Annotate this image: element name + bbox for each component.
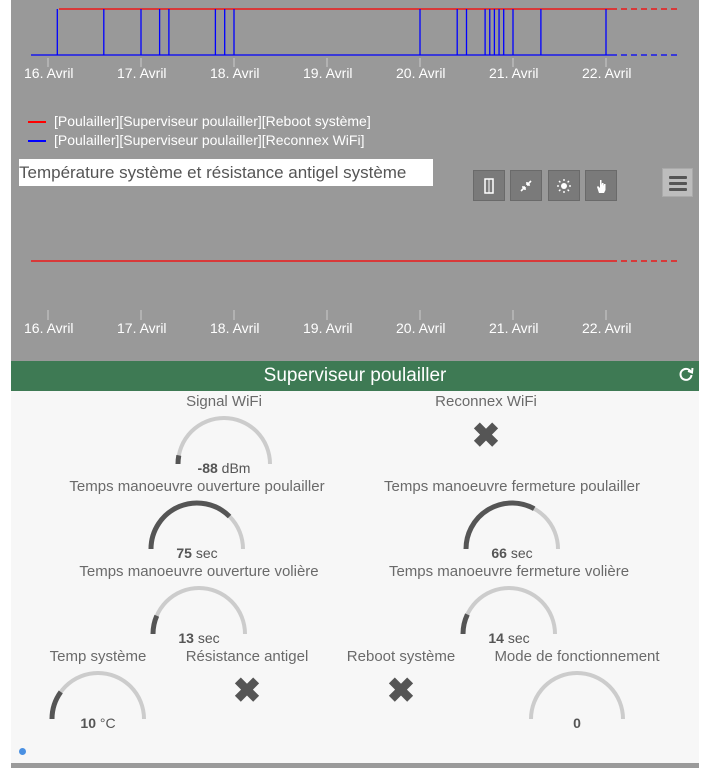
legend-swatch-blue bbox=[28, 140, 46, 143]
gauge-title-reboot-systeme: Reboot système bbox=[346, 648, 456, 665]
chart1-plot[interactable] bbox=[11, 0, 699, 110]
gauge-title-reconnex-wifi: Reconnex WiFi bbox=[435, 393, 537, 410]
gauge-temp-systeme bbox=[49, 671, 146, 720]
legend-swatch-red bbox=[28, 121, 46, 124]
compress-icon bbox=[520, 179, 532, 192]
gauge-title-ouverture-poulailler: Temps manoeuvre ouverture poulailler bbox=[69, 478, 325, 495]
gauge-title-ouverture-voliere: Temps manoeuvre ouverture volière bbox=[79, 563, 319, 580]
x-tick-label: 20. Avril bbox=[396, 320, 446, 336]
gauge-ouverture-voliere bbox=[150, 586, 247, 635]
gauge-track bbox=[50, 671, 146, 720]
x-tick-label: 20. Avril bbox=[396, 65, 446, 81]
column-icon bbox=[484, 177, 494, 194]
gauge-title-signal-wifi: Signal WiFi bbox=[186, 393, 262, 410]
gauge-fill bbox=[148, 500, 232, 550]
chart2-title: Température système et résistance antige… bbox=[19, 159, 433, 186]
legend-label-reconnex: [Poulailler][Superviseur poulailler][Rec… bbox=[54, 132, 365, 148]
gauge-track bbox=[151, 586, 247, 635]
x-tick-label: 19. Avril bbox=[303, 320, 353, 336]
gauge-fill bbox=[49, 690, 63, 720]
gauge-fill bbox=[150, 614, 160, 635]
gauge-value-mode-fonctionnement: 0 bbox=[573, 715, 581, 731]
gauge-fermeture-voliere bbox=[460, 586, 557, 635]
gauge-track bbox=[461, 586, 557, 635]
x-tick-label: 22. Avril bbox=[582, 65, 632, 81]
gauge-mode-fonctionnement bbox=[529, 671, 625, 720]
x-tick-label: 21. Avril bbox=[489, 320, 539, 336]
chart2-plot[interactable] bbox=[11, 240, 699, 330]
cross-icon: ✖ bbox=[386, 672, 416, 710]
x-tick-label: 17. Avril bbox=[117, 320, 167, 336]
sun-button[interactable] bbox=[548, 170, 580, 201]
sun-icon bbox=[557, 178, 571, 193]
gauge-track bbox=[464, 501, 560, 550]
hand-button[interactable] bbox=[585, 170, 617, 201]
gauge-fill bbox=[175, 454, 182, 465]
gauge-track bbox=[176, 416, 272, 465]
gauge-track bbox=[149, 501, 245, 550]
x-tick-label: 18. Avril bbox=[210, 320, 260, 336]
gauge-value-signal-wifi: -88 dBm bbox=[197, 460, 251, 476]
gauge-ouverture-poulailler bbox=[148, 500, 245, 550]
x-tick-label: 21. Avril bbox=[489, 65, 539, 81]
gauge-fill bbox=[463, 500, 536, 550]
gauge-title-fermeture-voliere: Temps manoeuvre fermeture volière bbox=[388, 563, 630, 580]
gauge-value-fermeture-voliere: 14 sec bbox=[488, 630, 530, 646]
widget-title: Superviseur poulailler bbox=[11, 361, 699, 391]
hand-icon bbox=[597, 179, 606, 193]
menu-icon bbox=[669, 176, 687, 179]
gauge-fermeture-poulailler bbox=[463, 500, 560, 550]
compress-button[interactable] bbox=[510, 170, 542, 201]
gauge-signal-wifi bbox=[175, 416, 272, 465]
x-tick-label: 22. Avril bbox=[582, 320, 632, 336]
widget-body bbox=[11, 391, 699, 763]
bottom-bar bbox=[11, 763, 699, 768]
gauge-title-fermeture-poulailler: Temps manoeuvre fermeture poulailler bbox=[384, 478, 640, 495]
cross-icon: ✖ bbox=[471, 417, 501, 455]
gauge-value-fermeture-poulailler: 66 sec bbox=[491, 545, 533, 561]
menu-button[interactable] bbox=[662, 168, 693, 197]
x-tick-label: 16. Avril bbox=[24, 320, 74, 336]
cross-icon: ✖ bbox=[232, 672, 262, 710]
legend-item-reboot[interactable]: [Poulailler][Superviseur poulailler][Reb… bbox=[28, 113, 371, 129]
legend-item-reconnex[interactable]: [Poulailler][Superviseur poulailler][Rec… bbox=[28, 132, 364, 148]
gauge-value-ouverture-poulailler: 75 sec bbox=[176, 545, 218, 561]
refresh-icon[interactable] bbox=[678, 366, 694, 382]
gauge-title-temp-systeme: Temp système bbox=[49, 648, 147, 665]
column-button[interactable] bbox=[473, 170, 505, 201]
gauge-track bbox=[529, 671, 625, 720]
legend-label-reboot: [Poulailler][Superviseur poulailler][Reb… bbox=[54, 113, 371, 129]
x-tick-label: 17. Avril bbox=[117, 65, 167, 81]
gauge-value-temp-systeme: 10 °C bbox=[80, 715, 116, 731]
gauge-title-resistance-antigel: Résistance antigel bbox=[185, 648, 309, 665]
status-dot bbox=[19, 748, 26, 755]
gauge-value-ouverture-voliere: 13 sec bbox=[178, 630, 220, 646]
gauge-fill bbox=[460, 613, 470, 635]
x-tick-label: 19. Avril bbox=[303, 65, 353, 81]
gauge-title-mode-fonctionnement: Mode de fonctionnement bbox=[494, 648, 660, 665]
x-tick-label: 16. Avril bbox=[24, 65, 74, 81]
x-tick-label: 18. Avril bbox=[210, 65, 260, 81]
